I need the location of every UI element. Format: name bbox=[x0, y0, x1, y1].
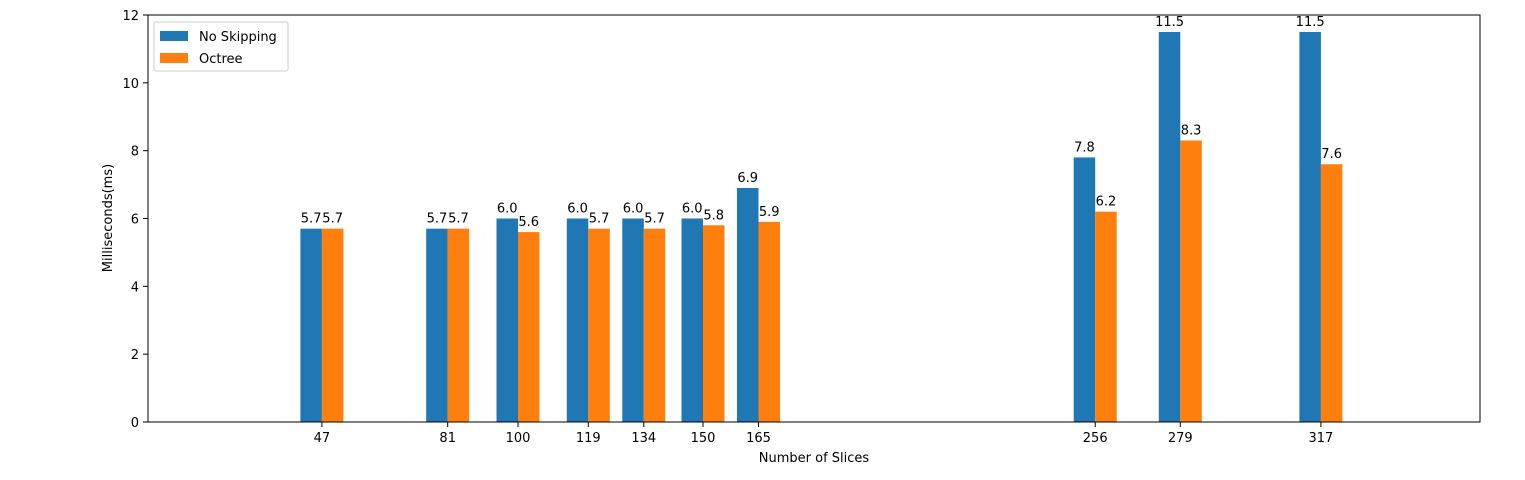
x-tick-label: 134 bbox=[631, 431, 656, 446]
bar-no-skipping bbox=[622, 218, 644, 422]
x-axis-title: Number of Slices bbox=[759, 451, 870, 466]
y-tick-label: 0 bbox=[131, 416, 139, 431]
bar-no-skipping bbox=[681, 218, 703, 422]
bar-no-skipping bbox=[426, 228, 448, 422]
legend-swatch-octree bbox=[160, 53, 188, 63]
bar-octree bbox=[758, 221, 780, 422]
bar-value-label: 8.3 bbox=[1181, 123, 1202, 138]
y-tick-label: 12 bbox=[122, 9, 139, 24]
bar-no-skipping bbox=[496, 218, 518, 422]
bar-value-label: 7.6 bbox=[1321, 147, 1342, 162]
y-tick-label: 4 bbox=[131, 280, 139, 295]
legend-swatch-no-skipping bbox=[160, 31, 188, 41]
x-tick-label: 81 bbox=[439, 431, 456, 446]
bar-value-label: 5.7 bbox=[448, 212, 469, 227]
y-tick-label: 6 bbox=[131, 213, 139, 228]
bar-value-label: 5.7 bbox=[589, 212, 610, 227]
legend: No Skipping Octree bbox=[153, 21, 289, 72]
bar-value-label: 5.6 bbox=[518, 215, 539, 230]
bar-no-skipping bbox=[300, 228, 322, 422]
bar-value-label: 11.5 bbox=[1296, 15, 1325, 30]
bar-labels-group: 5.7 5.76.0 6.0 6.0 6.06.97.811.5 11.55.7 5.7 5.… bbox=[301, 15, 1342, 230]
y-tick-label: 8 bbox=[131, 145, 139, 160]
bar-octree bbox=[447, 228, 470, 422]
bar-no-skipping bbox=[1073, 157, 1096, 422]
bar-octree bbox=[518, 232, 540, 422]
y-tick-label: 2 bbox=[131, 348, 139, 363]
bar-value-label: 6.0 bbox=[497, 202, 518, 217]
bar-octree bbox=[643, 228, 666, 422]
bar-octree bbox=[1095, 211, 1117, 422]
bar-value-label: 5.7 bbox=[301, 212, 322, 227]
y-tick-label: 10 bbox=[122, 77, 139, 92]
bar-value-label: 7.8 bbox=[1074, 140, 1095, 155]
x-tick-label: 165 bbox=[746, 431, 771, 446]
bar-octree bbox=[1180, 140, 1202, 422]
bar-no-skipping bbox=[566, 218, 589, 422]
bar-value-label: 5.8 bbox=[703, 208, 724, 223]
x-tick-label: 150 bbox=[691, 431, 716, 446]
bar-value-label: 6.0 bbox=[682, 202, 703, 217]
x-tick-label: 100 bbox=[506, 431, 531, 446]
bar-value-label: 11.5 bbox=[1155, 15, 1184, 30]
bar-value-label: 6.2 bbox=[1096, 195, 1117, 210]
legend-label-no-skipping: No Skipping bbox=[199, 30, 277, 45]
x-tick-label: 279 bbox=[1168, 431, 1193, 446]
bar-value-label: 5.7 bbox=[427, 212, 448, 227]
plot-frame bbox=[147, 14, 1481, 423]
x-tick-label: 47 bbox=[314, 431, 331, 446]
y-axis-title: Milliseconds(ms) bbox=[101, 164, 116, 272]
bar-no-skipping bbox=[1299, 31, 1321, 422]
bar-octree bbox=[1320, 164, 1343, 422]
bar-no-skipping bbox=[1158, 31, 1181, 422]
bar-octree bbox=[703, 225, 725, 422]
x-tick-label: 119 bbox=[576, 431, 601, 446]
y-axis: 0 2 4 6 8 10 12 bbox=[122, 9, 148, 431]
bar-value-label: 5.7 bbox=[322, 212, 343, 227]
bar-octree bbox=[588, 228, 610, 422]
legend-label-octree: Octree bbox=[199, 52, 243, 67]
bar-value-label: 6.0 bbox=[623, 202, 644, 217]
x-axis: 47 81 100 119 134 150 165 256 279 317 bbox=[314, 422, 1333, 446]
bar-no-skipping bbox=[737, 187, 759, 422]
bar-value-label: 6.0 bbox=[567, 202, 588, 217]
x-tick-label: 317 bbox=[1308, 431, 1333, 446]
bar-value-label: 6.9 bbox=[737, 171, 758, 186]
bar-octree bbox=[321, 228, 344, 422]
bar-value-label: 5.7 bbox=[644, 212, 665, 227]
x-tick-label: 256 bbox=[1083, 431, 1108, 446]
bar-value-label: 5.9 bbox=[759, 205, 780, 220]
bars-group bbox=[300, 31, 1343, 422]
